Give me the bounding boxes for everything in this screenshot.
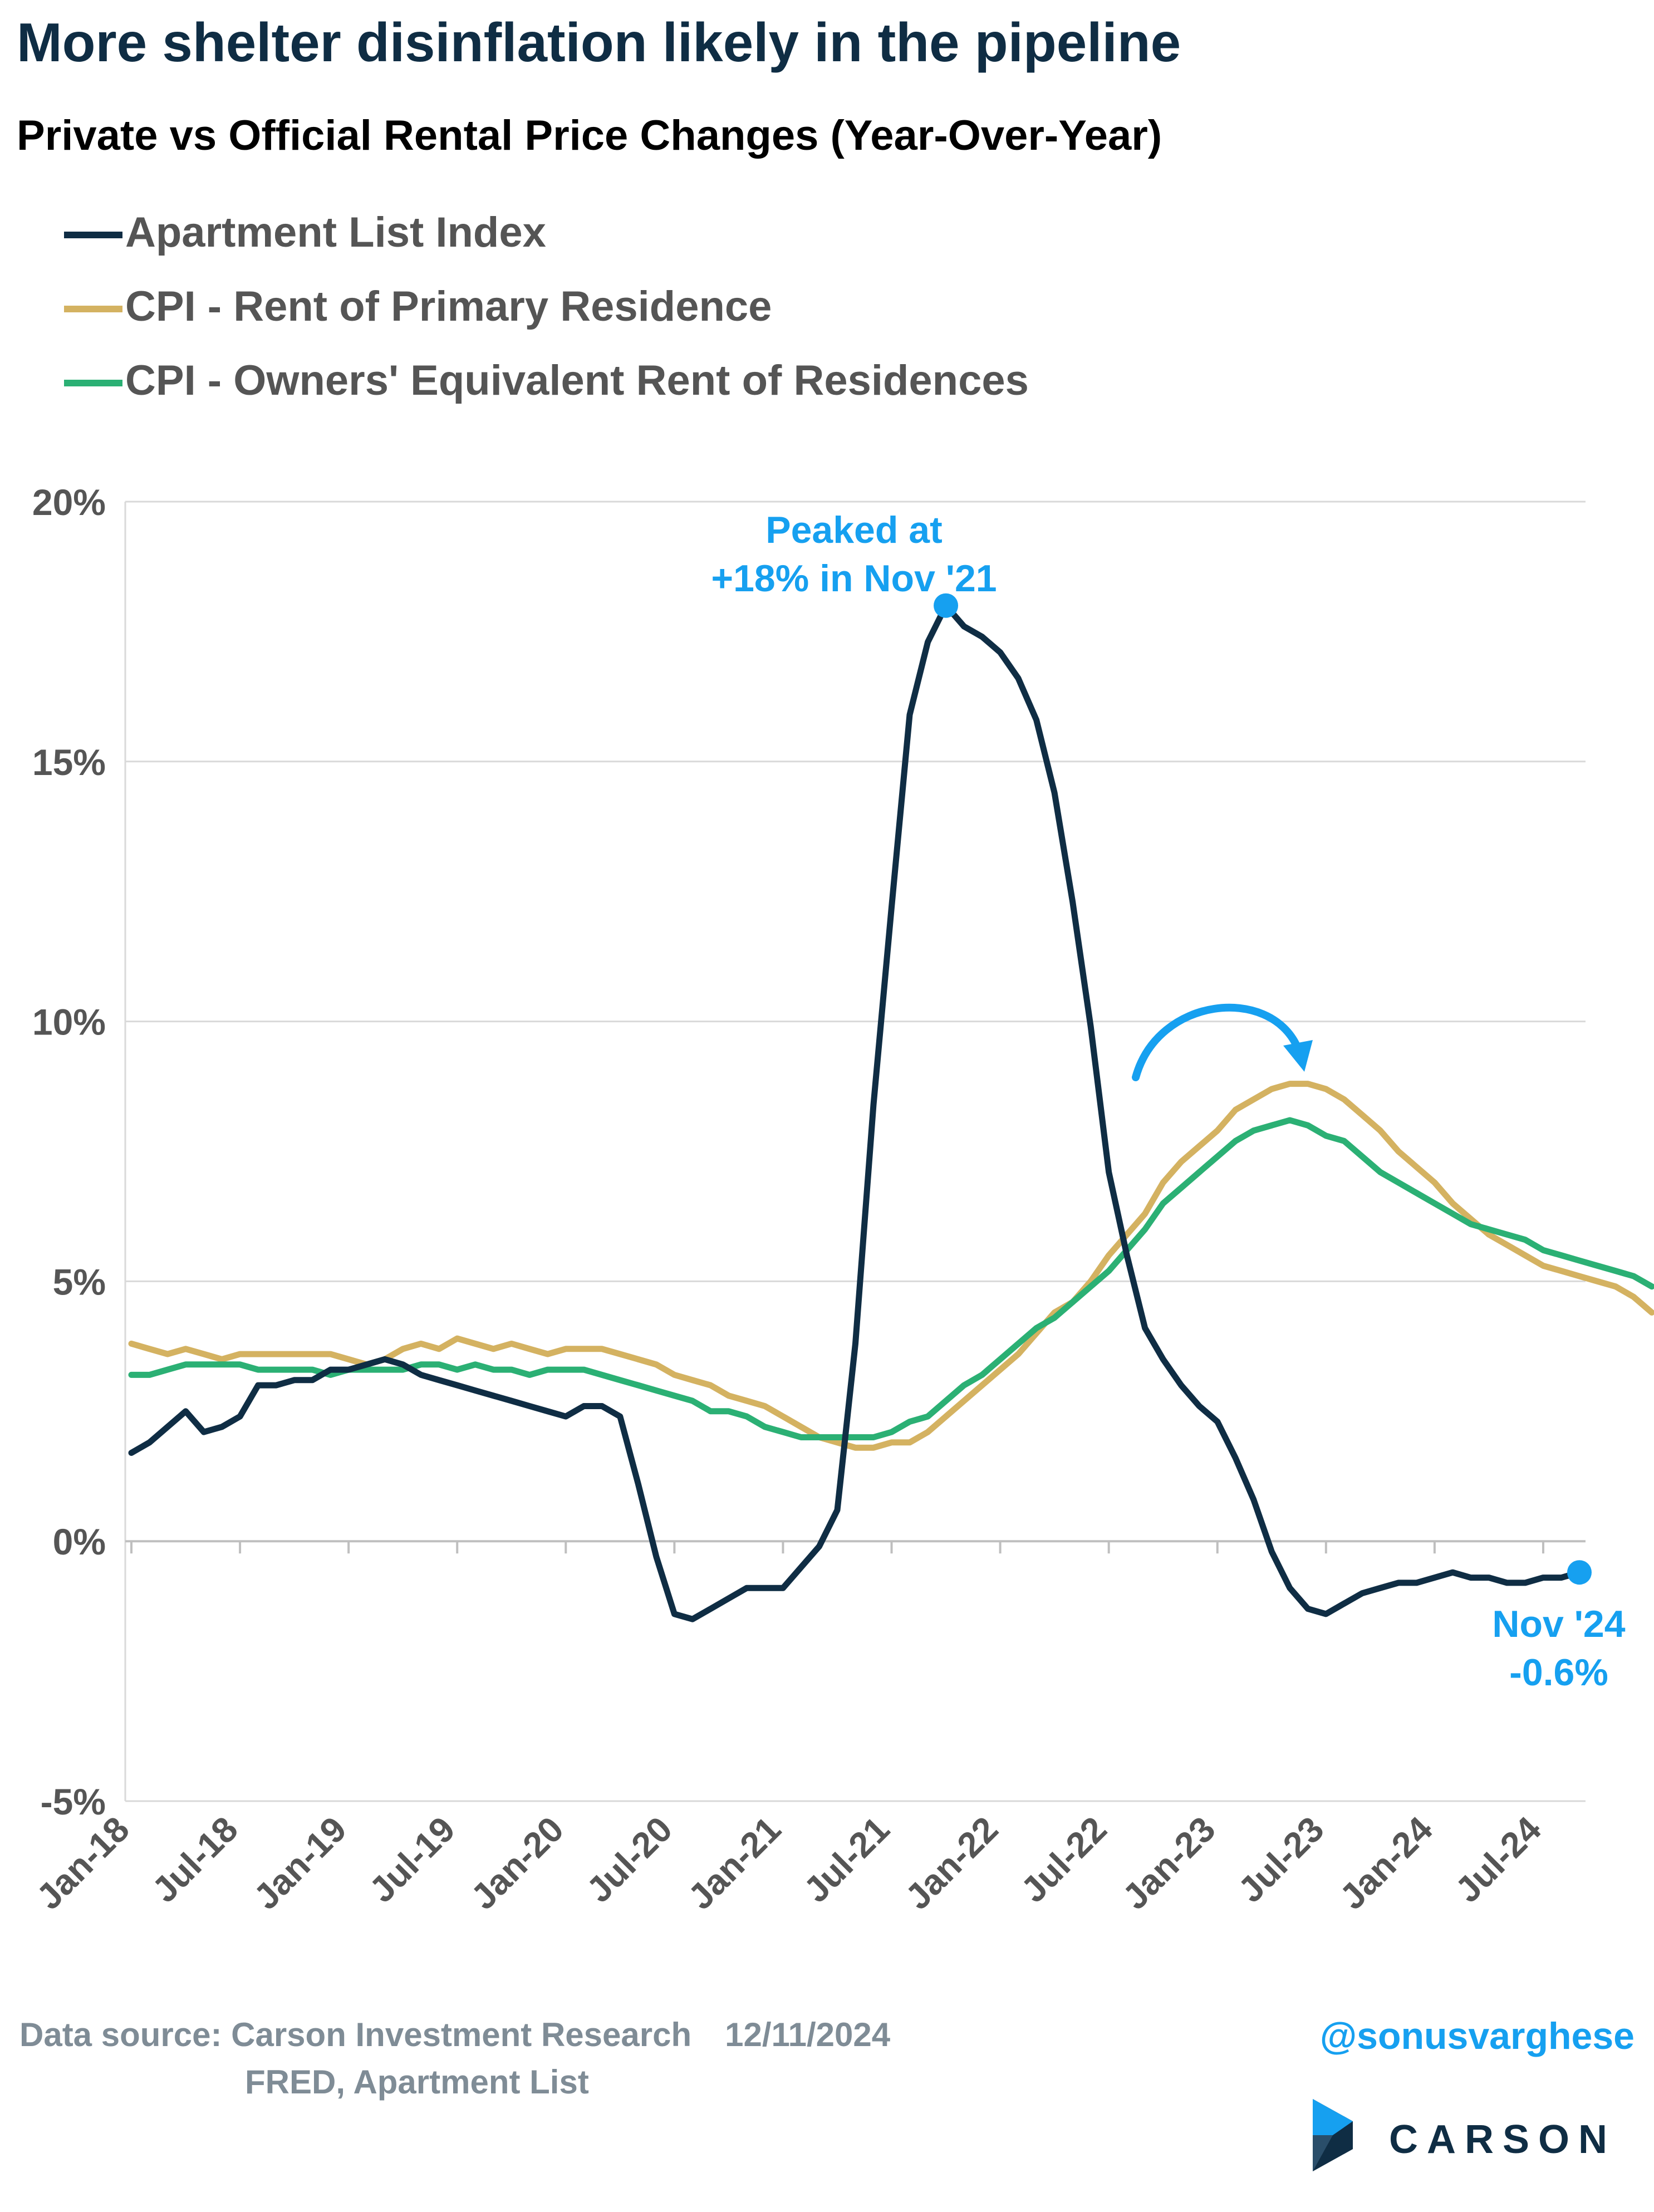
y-tick-label: 10%	[32, 1002, 106, 1043]
legend-swatch-cpi-oer	[64, 380, 122, 386]
data-source-line2: FRED, Apartment List	[245, 2063, 589, 2101]
carson-logo: CARSON	[1303, 2093, 1614, 2182]
legend-label-cpi-oer: CPI - Owners' Equivalent Rent of Residen…	[125, 357, 1029, 404]
data-source-label: Data source: Carson Investment Research	[19, 2016, 692, 2053]
peak-annotation-line1: Peaked at	[765, 509, 943, 551]
series-line-cpi-oer	[128, 1117, 1654, 1440]
x-tick-label: Jan-18	[29, 1809, 137, 1917]
legend-label-apartment-list: Apartment List Index	[125, 209, 546, 256]
chart-title: More shelter disinflation likely in the …	[17, 12, 1181, 73]
series-line-cpi-rent	[128, 1081, 1654, 1451]
latest-marker	[1567, 1560, 1592, 1585]
x-tick-label: Jan-22	[897, 1809, 1005, 1917]
peak-annotation-line2: +18% in Nov '21	[711, 557, 997, 600]
x-tick-label: Jan-19	[246, 1809, 354, 1917]
x-tick-label: Jul-19	[361, 1809, 463, 1910]
latest-annotation-line1: Nov '24	[1492, 1603, 1625, 1645]
x-tick-label: Jul-23	[1230, 1809, 1332, 1910]
x-tick-label: Jan-24	[1332, 1809, 1440, 1917]
x-tick-label: Jul-20	[579, 1809, 680, 1910]
y-tick-label: 15%	[32, 742, 106, 783]
y-tick-label: 20%	[32, 482, 106, 523]
chart-subtitle: Private vs Official Rental Price Changes…	[17, 112, 1162, 159]
x-tick-label: Jan-21	[680, 1809, 788, 1917]
publish-date: 12/11/2024	[725, 2016, 891, 2053]
y-tick-label: -5%	[41, 1781, 106, 1822]
twitter-handle: @sonusvarghese	[1319, 2015, 1635, 2057]
x-tick-label: Jul-24	[1447, 1809, 1549, 1910]
legend-swatch-cpi-rent	[64, 306, 122, 312]
carson-logo-mark-icon	[1313, 2099, 1353, 2171]
x-tick-label: Jul-22	[1013, 1809, 1115, 1910]
lag-arrow-head-icon	[1283, 1040, 1313, 1072]
data-source: Data source: Carson Investment Research 1…	[19, 2015, 890, 2054]
lag-arrow-curve	[1132, 1003, 1301, 1081]
legend-label-cpi-rent: CPI - Rent of Primary Residence	[125, 283, 772, 330]
y-tick-label: 0%	[53, 1521, 106, 1562]
x-tick-label: Jan-23	[1115, 1809, 1223, 1917]
series-line-apartment-list	[128, 602, 1583, 1622]
x-tick-label: Jul-18	[144, 1809, 246, 1910]
y-tick-label: 5%	[53, 1261, 106, 1302]
peak-marker	[934, 593, 959, 618]
legend-swatch-apartment-list	[64, 232, 122, 238]
carson-logo-text: CARSON	[1389, 2117, 1617, 2162]
x-tick-label: Jan-20	[463, 1809, 571, 1917]
latest-annotation-line2: -0.6%	[1509, 1651, 1608, 1694]
line-chart: -5% 0% 5% 10% 15% 20% Jan-18 Jul-18 Jan-19 Jul-19…	[29, 482, 1654, 1917]
x-tick-label: Jul-21	[796, 1809, 897, 1910]
